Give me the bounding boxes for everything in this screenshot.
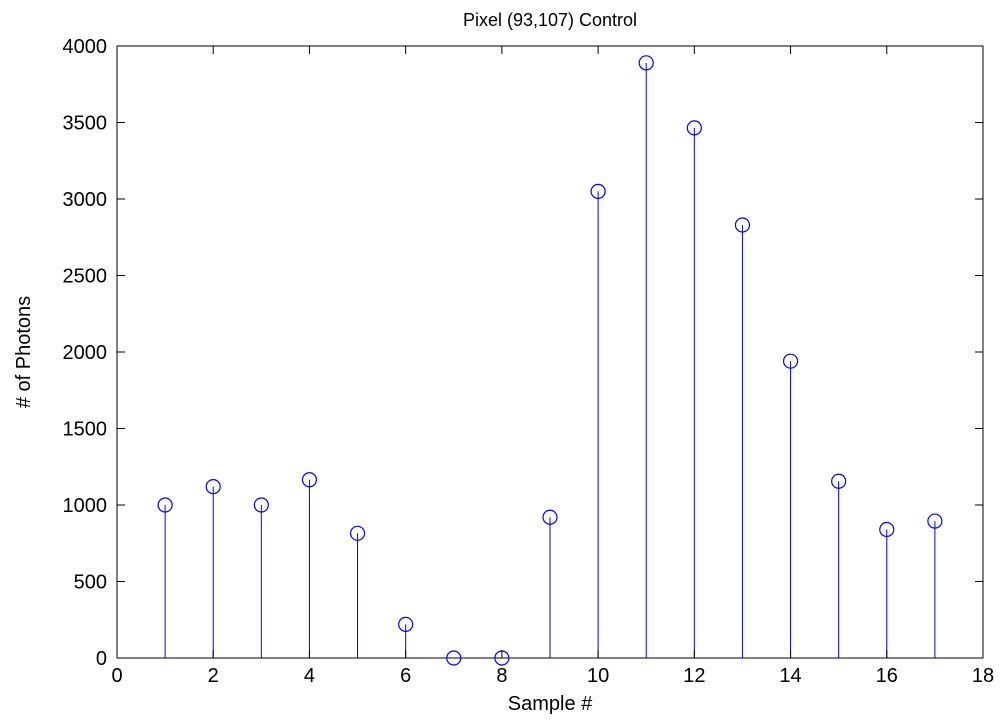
stem-marker	[831, 473, 847, 489]
x-tick-label: 8	[496, 665, 507, 687]
stem-marker	[734, 217, 751, 233]
x-tick-label: 4	[304, 665, 315, 687]
stem-marker	[205, 479, 221, 495]
chart-title: Pixel (93,107) Control	[463, 10, 637, 30]
y-axis-label: # of Photons	[13, 296, 35, 408]
x-tick-label: 0	[111, 665, 122, 687]
stem-marker	[398, 616, 414, 632]
y-tick-label: 0	[96, 648, 107, 670]
stem-marker	[782, 353, 799, 369]
stem-marker	[301, 472, 318, 488]
stem-series	[157, 55, 943, 666]
y-tick-label: 2500	[63, 266, 108, 288]
x-axis-label: Sample #	[508, 693, 593, 715]
x-tick-label: 16	[876, 665, 898, 687]
x-tick-label: 2	[208, 665, 219, 687]
stem-marker	[542, 509, 558, 525]
stem-marker	[349, 525, 366, 541]
stem-marker	[927, 513, 943, 529]
stem-marker	[446, 650, 462, 666]
stem-marker	[590, 183, 606, 199]
x-tick-label: 12	[683, 665, 705, 687]
y-tick-label: 500	[74, 572, 107, 594]
y-tick-label: 3000	[63, 189, 108, 211]
stem-marker	[879, 521, 895, 538]
x-tick-label: 14	[779, 665, 801, 687]
stem-marker	[253, 497, 269, 513]
stem-marker	[686, 120, 702, 136]
x-axis-ticks: 0 2 4 6 8 10 12 14 16 18	[111, 46, 994, 687]
x-tick-label: 10	[587, 665, 609, 687]
x-tick-label: 6	[400, 665, 411, 687]
y-tick-label: 1000	[63, 495, 108, 517]
y-tick-label: 1500	[63, 419, 108, 441]
y-tick-label: 4000	[63, 36, 108, 58]
y-tick-label: 2000	[63, 342, 108, 364]
x-tick-label: 18	[972, 665, 994, 687]
y-tick-label: 3500	[63, 113, 108, 135]
y-axis-ticks: 0 500 1000 1500 2000 2500 3000 3500 4000	[63, 36, 983, 670]
stem-marker	[157, 497, 173, 513]
stem-marker	[638, 55, 654, 71]
